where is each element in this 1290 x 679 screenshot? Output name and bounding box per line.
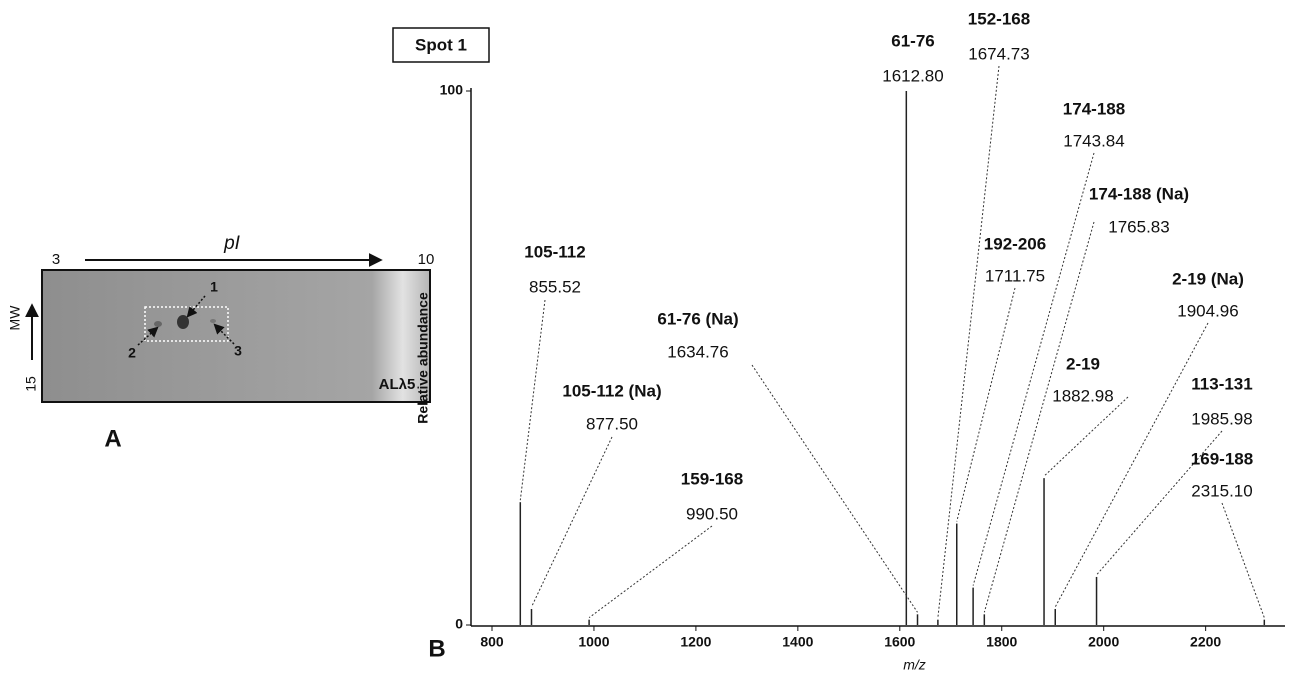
peak-mz-label: 1634.76 [667,342,728,361]
peak-mz-label: 990.50 [686,504,738,523]
peak-mz-label: 1743.84 [1063,131,1124,150]
y-axis-label: Relative abundance [415,292,431,424]
y-tick-label: 0 [455,616,463,632]
leader-line [752,365,918,612]
peak-annotation: 105-112 (Na) [562,381,661,400]
peak-mz-label: 1674.73 [968,44,1029,63]
peak-annotation: 113-131 [1191,374,1252,393]
peak-annotation: 192-206 [984,234,1046,253]
chart-title: Spot 1 [415,35,467,54]
peak-mz-label: 877.50 [586,414,638,433]
peak-annotation: 61-76 [891,31,934,50]
x-tick-label: 1800 [986,634,1017,650]
ph-right: 10 [418,251,435,268]
panel-label: B [428,635,445,662]
peak-annotation: 61-76 (Na) [657,309,738,328]
gel-panel: pI 3 10 MW 15 ALλ5 1 2 3 A [7,233,435,452]
peak-annotation: 152-168 [968,9,1030,28]
peak-annotation: 174-188 [1063,99,1125,118]
x-tick-label: 800 [480,634,504,650]
spot-label: 2 [128,345,136,361]
pi-label: pI [223,233,241,254]
peak-annotation: 2-19 (Na) [1172,269,1244,288]
mw-value: 15 [23,376,39,392]
peak-annotation: 174-188 (Na) [1089,184,1189,203]
x-tick-label: 1200 [680,634,711,650]
x-tick-label: 1000 [578,634,609,650]
leader-line [1222,503,1264,618]
gel-image [42,270,430,402]
figure: pI 3 10 MW 15 ALλ5 1 2 3 A Spot 1 B m/z … [0,0,1290,679]
x-tick-label: 1400 [782,634,813,650]
peak-mz-label: 1904.96 [1177,301,1238,320]
gel-spot [177,315,189,329]
x-axis-label: m/z [903,657,926,673]
peak-annotation: 105-112 [524,242,585,261]
peak-mz-label: 2315.10 [1191,481,1252,500]
peak-mz-label: 1765.83 [1108,217,1169,236]
peak-annotation: 159-168 [681,469,743,488]
x-tick-label: 1600 [884,634,915,650]
spot-label: 3 [234,343,242,359]
peak-annotation: 169-188 [1191,449,1253,468]
peak-mz-label: 1612.80 [882,66,943,85]
ph-left: 3 [52,251,60,268]
x-tick-label: 2000 [1088,634,1119,650]
leader-line [532,437,612,607]
peak-mz-label: 855.52 [529,277,581,296]
leader-line [589,526,712,618]
gel-spot [154,321,162,327]
x-tick-label: 2200 [1190,634,1221,650]
mw-label: MW [7,305,23,331]
leader-line [1044,397,1128,476]
leader-line [520,300,545,500]
peak-annotation: 2-19 [1066,354,1100,373]
leader-line [957,288,1015,522]
y-tick-label: 100 [440,82,464,98]
peak-mz-label: 1711.75 [985,266,1045,285]
peak-mz-label: 1882.98 [1052,386,1113,405]
gel-spot [210,319,216,323]
spot-label: 1 [210,279,218,295]
panel-label: A [104,425,121,452]
sample-label: ALλ5 [379,376,416,393]
peak-mz-label: 1985.98 [1191,409,1252,428]
leader-line [938,66,999,618]
